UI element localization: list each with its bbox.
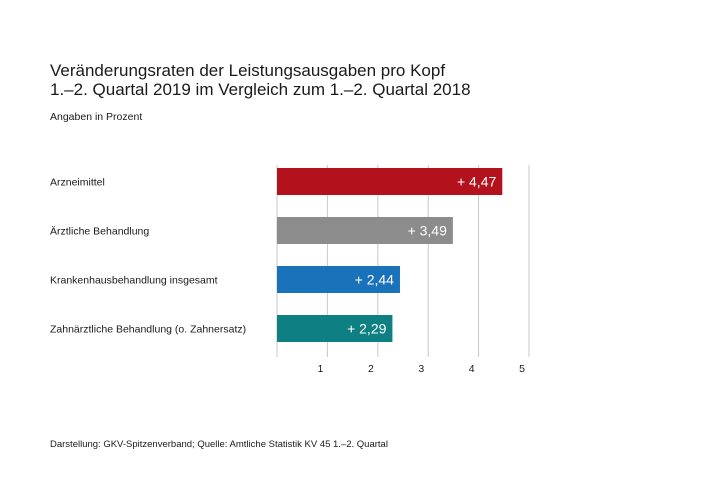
bars: + 4,47 + 3,49 + 2,44 + 2,29 [277,168,503,342]
unit-note: Angaben in Prozent [50,111,143,123]
tick-label: 5 [519,363,525,375]
bar [277,315,393,342]
chart-subtitle: 1.–2. Quartal 2019 im Vergleich zum 1.–2… [50,80,471,99]
tick-label: 3 [418,363,424,375]
category-labels: Arzneimittel Ärztliche Behandlung Krankenh… [50,177,246,336]
tick-label: 1 [318,363,324,375]
category-label: Zahnärztliche Behandlung (o. Zahnersatz) [50,324,246,336]
category-label: Ärztliche Behandlung [50,226,149,238]
data-label: + 2,29 [347,321,387,337]
tick-label: 2 [368,363,374,375]
grid-lines [276,165,530,357]
category-label: Krankenhausbehandlung insgesamt [50,275,218,287]
bar [277,266,400,293]
bar [277,217,453,244]
source-note: Darstellung: GKV-Spitzenverband; Quelle:… [50,439,388,450]
tick-label: 4 [469,363,475,375]
category-label: Arzneimittel [50,177,105,189]
chart-title: Veränderungsraten der Leistungsausgaben … [50,61,446,80]
tick-labels: 1 2 3 4 5 [318,363,526,375]
bar [277,168,503,195]
data-label: + 2,44 [355,272,395,288]
data-label: + 3,49 [408,223,448,239]
data-label: + 4,47 [457,174,497,190]
